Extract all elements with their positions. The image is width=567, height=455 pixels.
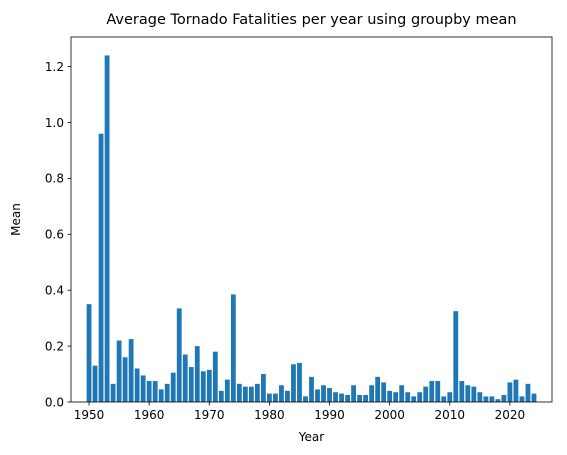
bar [441, 396, 447, 402]
bar [146, 381, 152, 402]
bar [128, 339, 134, 402]
bar [507, 382, 513, 402]
bar [459, 381, 465, 402]
bar [92, 365, 98, 402]
bar [387, 390, 393, 402]
bar [339, 393, 344, 402]
bar [525, 383, 531, 402]
bar [230, 294, 236, 402]
bar [303, 396, 308, 402]
bar [164, 383, 170, 402]
bar [447, 392, 453, 402]
bar [248, 386, 254, 402]
bar [206, 369, 212, 402]
x-tick-label: 2000 [374, 408, 405, 422]
bar [194, 346, 200, 402]
x-tick-label: 2020 [495, 408, 526, 422]
bar [176, 308, 182, 402]
x-tick-label: 1960 [134, 408, 165, 422]
bar [218, 390, 224, 402]
y-tick-label: 0.2 [45, 339, 64, 353]
y-tick-label: 0.0 [45, 395, 64, 409]
bar [327, 388, 332, 402]
bar [369, 385, 375, 402]
bar [411, 396, 417, 402]
bar [254, 383, 260, 402]
bar [134, 368, 140, 402]
bar [345, 395, 350, 402]
chart-title: Average Tornado Fatalities per year usin… [106, 12, 516, 28]
bar [417, 392, 423, 402]
bar [501, 395, 507, 402]
bar [86, 304, 92, 402]
bar [260, 374, 266, 402]
bar [182, 354, 188, 402]
bar [140, 375, 146, 402]
y-tick-label: 0.8 [45, 172, 64, 186]
bar [429, 381, 435, 402]
bar [435, 381, 441, 402]
bar [519, 396, 525, 402]
bar [375, 376, 381, 402]
y-tick-label: 0.4 [45, 284, 64, 298]
bar [267, 393, 272, 402]
x-tick-label: 1980 [254, 408, 285, 422]
bar [110, 383, 116, 402]
bar [381, 382, 387, 402]
bar [98, 133, 104, 403]
bar [531, 393, 537, 402]
y-axis-ticks: 0.0 0.2 0.4 0.6 0.8 1.0 1.2 [45, 60, 71, 409]
bar [158, 389, 164, 402]
bar [122, 357, 128, 402]
bar [357, 395, 363, 402]
bar [291, 364, 296, 402]
bar [212, 351, 218, 402]
bar [465, 385, 471, 402]
y-tick-label: 1.2 [45, 60, 64, 74]
bar [471, 386, 477, 402]
bar [242, 386, 248, 402]
bar [152, 381, 158, 402]
bar [188, 367, 194, 402]
bar [279, 385, 284, 402]
bar [477, 392, 483, 402]
bar [495, 399, 501, 402]
bar [297, 362, 302, 402]
bars-group [86, 55, 537, 403]
bar [116, 340, 122, 402]
bar [363, 395, 369, 402]
bar [315, 389, 320, 402]
bar [453, 311, 459, 402]
bar [399, 385, 405, 402]
bar [489, 396, 495, 402]
x-axis-title: Year [298, 430, 324, 444]
y-tick-label: 1.0 [45, 116, 64, 130]
bar [309, 376, 314, 402]
bar [170, 372, 176, 402]
bar [423, 386, 429, 402]
x-tick-label: 1990 [314, 408, 345, 422]
x-tick-label: 1970 [194, 408, 225, 422]
x-tick-label: 2010 [435, 408, 466, 422]
bar [200, 371, 206, 402]
bar [483, 396, 489, 402]
bar [224, 379, 230, 402]
bar [321, 385, 326, 402]
x-tick-label: 1950 [74, 408, 105, 422]
bar [273, 393, 278, 402]
bar [333, 392, 338, 402]
bar [236, 383, 242, 402]
bar [285, 390, 290, 402]
bar [351, 385, 356, 402]
bar [405, 392, 411, 402]
x-axis-ticks: 1950 1960 1970 1980 1990 2000 2010 2020 [74, 402, 525, 422]
bar [104, 55, 110, 402]
plot-frame [70, 36, 553, 403]
bar [393, 392, 399, 402]
y-tick-label: 0.6 [45, 228, 64, 242]
bar [513, 379, 519, 402]
y-axis-title: Mean [9, 203, 23, 236]
